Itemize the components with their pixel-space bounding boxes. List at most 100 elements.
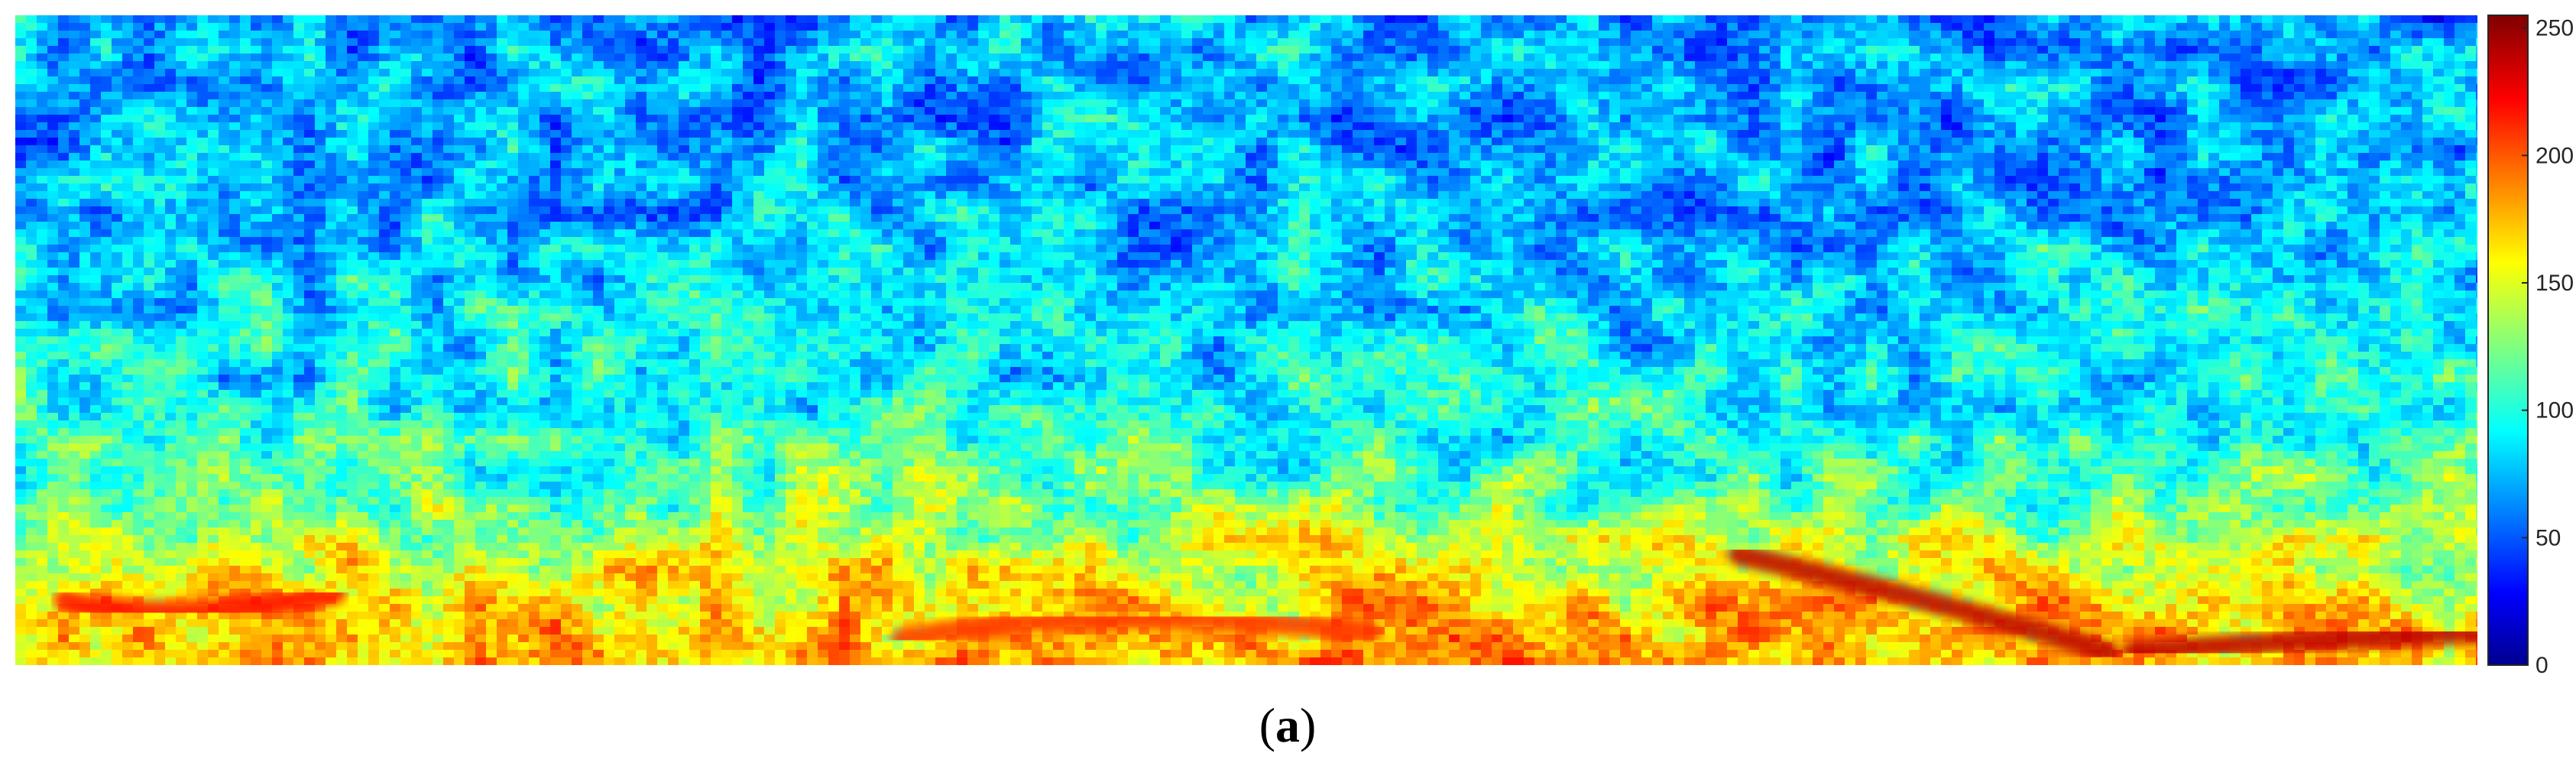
heatmap-cell [1342,138,1353,146]
heatmap-cell [1898,61,1910,70]
heatmap-cell [26,46,37,54]
heatmap-cell [1738,31,1749,39]
heatmap-cell [112,84,123,93]
heatmap-cell [379,15,390,24]
heatmap-cell [1128,176,1139,184]
heatmap-cell [1727,92,1738,100]
heatmap-cell [1128,115,1139,123]
heatmap-cell [657,23,669,31]
heatmap-cell [79,145,91,154]
heatmap-cell [272,15,284,24]
heatmap-cell [1802,92,1813,100]
heatmap-cell [2454,168,2466,177]
heatmap-cell [871,76,883,85]
heatmap-cell [90,15,102,24]
heatmap-cell [2241,92,2252,100]
heatmap-cell [561,61,572,70]
heatmap-cell [400,31,412,39]
heatmap-cell [657,130,669,138]
heatmap-cell [229,130,241,138]
heatmap-cell [1845,161,1856,169]
heatmap-cell [1577,76,1589,85]
heatmap-cell [1042,54,1054,62]
heatmap-cell [229,115,241,123]
heatmap-cell [1706,23,1717,31]
heatmap-cell [1181,107,1193,115]
heatmap-cell [15,176,27,184]
heatmap-cell [2166,107,2177,115]
heatmap-cell [1684,46,1696,54]
heatmap-cell [1620,54,1631,62]
heatmap-cell [1599,15,1610,24]
heatmap-cell [1117,153,1129,161]
heatmap-cell [2305,115,2316,123]
heatmap-cell [443,107,455,115]
heatmap-cell [1385,23,1396,31]
heatmap-cell [839,168,851,177]
heatmap-cell [1631,15,1642,24]
heatmap-cell [540,145,551,154]
heatmap-cell [1599,46,1610,54]
heatmap-cell [1042,145,1054,154]
heatmap-cell [1748,15,1760,24]
heatmap-cell [1952,107,1963,115]
heatmap-cell [1149,161,1161,169]
heatmap-cell [1577,84,1589,93]
heatmap-cell [208,23,219,31]
heatmap-cell [165,130,177,138]
heatmap-cell [860,168,872,177]
heatmap-cell [1000,122,1011,131]
heatmap-cell [15,23,27,31]
heatmap-cell [1460,161,1471,169]
heatmap-cell [1374,99,1385,108]
heatmap-cell [2230,92,2241,100]
heatmap-cell [978,168,990,177]
heatmap-cell [58,31,70,39]
heatmap-cell [989,176,1000,184]
heatmap-cell [2112,168,2124,177]
heatmap-cell [422,76,433,85]
heatmap-cell [957,176,968,184]
heatmap-cell [2401,145,2412,154]
heatmap-cell [882,145,893,154]
heatmap-cell [1203,15,1214,24]
heatmap-cell [1042,61,1054,70]
heatmap-cell [2059,115,2070,123]
heatmap-cell [208,84,219,93]
heatmap-cell [2412,23,2423,31]
heatmap-cell [2326,76,2338,85]
heatmap-cell [144,92,155,100]
heatmap-cell [893,153,904,161]
heatmap-cell [1534,130,1546,138]
heatmap-cell [1171,145,1182,154]
heatmap-cell [2433,46,2445,54]
heatmap-cell [1823,15,1835,24]
heatmap-cell [1631,84,1642,93]
heatmap-cell [1256,46,1268,54]
heatmap-cell [1267,161,1278,169]
heatmap-cell [454,69,465,77]
heatmap-cell [144,23,155,31]
heatmap-cell [2401,107,2412,115]
heatmap-cell [1342,61,1353,70]
heatmap-cell [1117,138,1129,146]
heatmap-cell [1663,23,1674,31]
heatmap-cell [2037,69,2049,77]
heatmap-cell [2112,76,2124,85]
heatmap-cell [165,99,177,108]
heatmap-cell [946,38,957,47]
heatmap-cell [112,99,123,108]
heatmap-cell [518,168,530,177]
heatmap-cell [1010,115,1022,123]
heatmap-cell [1973,138,1985,146]
heatmap-cell [818,130,829,138]
heatmap-cell [882,61,893,70]
heatmap-cell [1738,115,1749,123]
heatmap-cell [1770,15,1781,24]
heatmap-cell [1845,145,1856,154]
heatmap-cell [1299,84,1311,93]
heatmap-cell [1898,145,1910,154]
heatmap-cell [154,92,166,100]
heatmap-cell [1588,61,1599,70]
heatmap-cell [1534,84,1546,93]
